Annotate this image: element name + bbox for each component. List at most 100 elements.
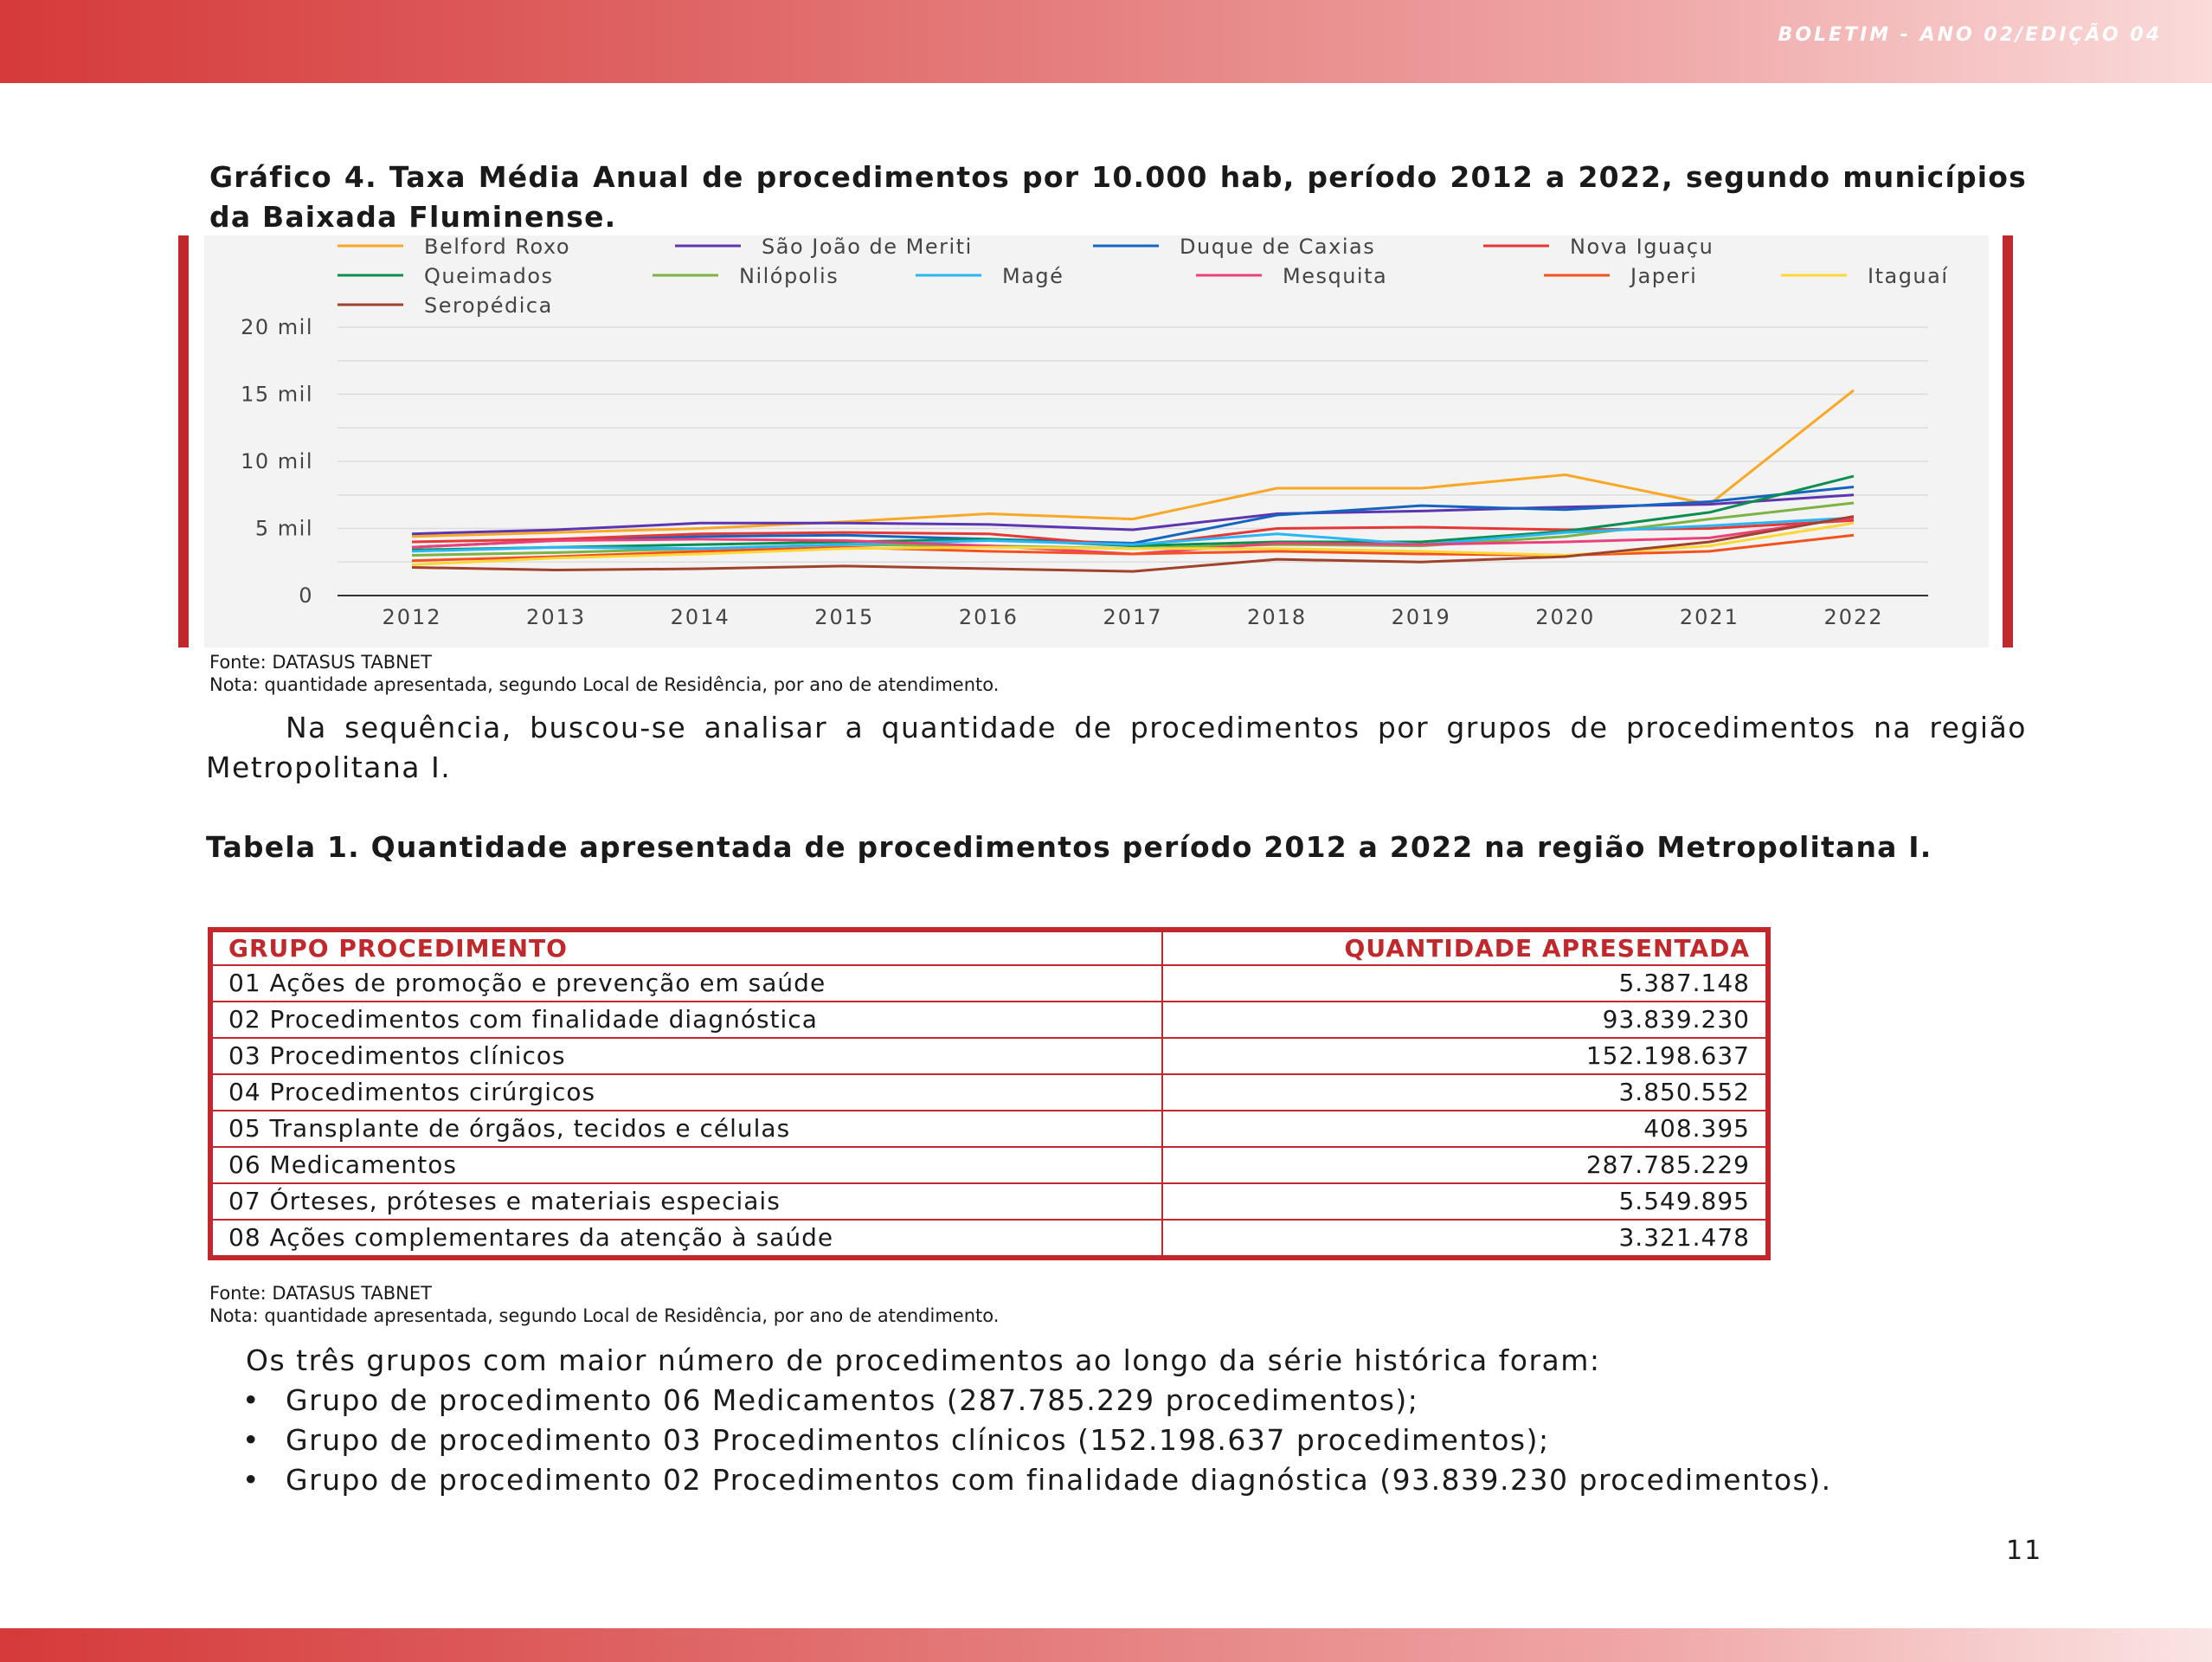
x-tick-label: 2012 bbox=[382, 605, 441, 629]
series-line bbox=[411, 389, 1855, 538]
quantity-cell: 408.395 bbox=[1161, 1110, 1769, 1148]
legend-item: Mesquita bbox=[1196, 264, 1387, 288]
legend-label: Japeri bbox=[1629, 264, 1697, 288]
x-tick-label: 2013 bbox=[526, 605, 586, 629]
group-cell: 08 Ações complementares da atenção à saú… bbox=[209, 1219, 1163, 1259]
quantity-cell: 93.839.230 bbox=[1161, 1001, 1769, 1039]
legend-label: São João de Meriti bbox=[762, 235, 973, 259]
legend-item: Japeri bbox=[1544, 264, 1697, 288]
x-tick-label: 2017 bbox=[1103, 605, 1162, 629]
series-line bbox=[411, 474, 1855, 551]
page-number: 11 bbox=[2006, 1536, 2043, 1566]
column-header-quantity: QUANTIDADE APRESENTADA bbox=[1161, 929, 1769, 966]
group-cell: 06 Medicamentos bbox=[209, 1146, 1163, 1184]
legend-item: Magé bbox=[916, 264, 1064, 288]
y-tick-label: 0 bbox=[299, 583, 313, 608]
legend-label: Duque de Caxias bbox=[1180, 235, 1375, 259]
table-header-row: GRUPO PROCEDIMENTO QUANTIDADE APRESENTAD… bbox=[209, 929, 1769, 966]
series-line bbox=[411, 533, 1855, 563]
legend-label: Nilópolis bbox=[739, 264, 839, 288]
x-tick-label: 2019 bbox=[1392, 605, 1451, 629]
table-row: 04 Procedimentos cirúrgicos 3.850.552 bbox=[209, 1073, 1769, 1111]
legend-item: Nova Iguaçu bbox=[1483, 235, 1714, 259]
legend-label: Nova Iguaçu bbox=[1570, 235, 1714, 259]
table-row: 05 Transplante de órgãos, tecidos e célu… bbox=[209, 1110, 1769, 1148]
bullet-icon: • bbox=[242, 1463, 260, 1497]
procedures-table: GRUPO PROCEDIMENTO QUANTIDADE APRESENTAD… bbox=[208, 927, 1771, 1260]
y-tick-label: 20 mil bbox=[241, 315, 313, 339]
table-caption: Tabela 1. Quantidade apresentada de proc… bbox=[206, 830, 1932, 864]
quantity-cell: 3.321.478 bbox=[1161, 1219, 1769, 1259]
list-item: • Grupo de procedimento 02 Procedimentos … bbox=[242, 1460, 2027, 1500]
table-source: Fonte: DATASUS TABNET bbox=[209, 1283, 432, 1304]
legend-label: Itaguaí bbox=[1868, 264, 1949, 288]
table-row: 06 Medicamentos 287.785.229 bbox=[209, 1146, 1769, 1184]
y-axis-labels: 0 5 mil 10 mil 15 mil 20 mil bbox=[241, 315, 313, 608]
x-tick-label: 2014 bbox=[671, 605, 730, 629]
chart-series-lines bbox=[411, 389, 1855, 573]
table-note: Nota: quantidade apresentada, segundo Lo… bbox=[209, 1305, 1000, 1326]
intro-paragraph: Na sequência, buscou-se analisar a quant… bbox=[206, 711, 2027, 784]
x-tick-label: 2016 bbox=[959, 605, 1019, 629]
footer-band bbox=[0, 1628, 2212, 1662]
table-row: 01 Ações de promoção e prevenção em saúd… bbox=[209, 964, 1769, 1002]
legend-item: São João de Meriti bbox=[675, 235, 973, 259]
bullet-icon: • bbox=[242, 1383, 260, 1417]
table-row: 02 Procedimentos com finalidade diagnóst… bbox=[209, 1001, 1769, 1039]
y-tick-label: 15 mil bbox=[241, 383, 313, 407]
column-header-group: GRUPO PROCEDIMENTO bbox=[209, 929, 1163, 966]
issue-label: BOLETIM - ANO 02/EDIÇÃO 04 bbox=[1778, 24, 2162, 46]
summary-list: • Grupo de procedimento 06 Medicamentos (… bbox=[242, 1381, 2027, 1500]
bullet-icon: • bbox=[242, 1423, 260, 1457]
table-row: 07 Órteses, próteses e materiais especia… bbox=[209, 1182, 1769, 1221]
quantity-cell: 3.850.552 bbox=[1161, 1073, 1769, 1111]
chart-right-border bbox=[2003, 235, 2013, 647]
line-chart: Belford Roxo São João de Meriti Duque de C… bbox=[241, 235, 1949, 629]
group-cell: 02 Procedimentos com finalidade diagnóst… bbox=[209, 1001, 1163, 1039]
group-cell: 07 Órteses, próteses e materiais especia… bbox=[209, 1182, 1163, 1221]
quantity-cell: 287.785.229 bbox=[1161, 1146, 1769, 1184]
x-tick-label: 2022 bbox=[1823, 605, 1883, 629]
legend-label: Mesquita bbox=[1283, 264, 1387, 288]
legend-item: Queimados bbox=[338, 264, 554, 288]
figure-caption: Gráfico 4. Taxa Média Anual de procedime… bbox=[209, 160, 2027, 234]
legend-label: Belford Roxo bbox=[424, 235, 570, 259]
legend-item: Itaguaí bbox=[1781, 264, 1949, 288]
quantity-cell: 152.198.637 bbox=[1161, 1037, 1769, 1075]
y-tick-label: 10 mil bbox=[241, 449, 313, 473]
quantity-cell: 5.387.148 bbox=[1161, 964, 1769, 1002]
chart-legend: Belford Roxo São João de Meriti Duque de C… bbox=[338, 235, 1949, 318]
y-tick-label: 5 mil bbox=[255, 517, 313, 541]
chart-left-border bbox=[178, 235, 189, 647]
group-cell: 01 Ações de promoção e prevenção em saúd… bbox=[209, 964, 1163, 1002]
legend-item: Seropédica bbox=[338, 293, 553, 318]
list-item: • Grupo de procedimento 03 Procedimentos … bbox=[242, 1420, 2027, 1460]
legend-label: Seropédica bbox=[424, 293, 553, 318]
list-item-text: Grupo de procedimento 02 Procedimentos c… bbox=[286, 1463, 1832, 1497]
header-band bbox=[0, 0, 2212, 83]
figure-note: Nota: quantidade apresentada, segundo Lo… bbox=[209, 674, 1000, 695]
list-item-text: Grupo de procedimento 06 Medicamentos (2… bbox=[286, 1383, 1419, 1417]
group-cell: 05 Transplante de órgãos, tecidos e célu… bbox=[209, 1110, 1163, 1148]
series-line bbox=[411, 485, 1855, 549]
series-line bbox=[411, 516, 1855, 553]
x-tick-label: 2015 bbox=[814, 605, 874, 629]
legend-item: Duque de Caxias bbox=[1093, 235, 1375, 259]
group-cell: 03 Procedimentos clínicos bbox=[209, 1037, 1163, 1075]
legend-item: Belford Roxo bbox=[338, 235, 570, 259]
x-tick-label: 2021 bbox=[1680, 605, 1739, 629]
legend-label: Magé bbox=[1002, 264, 1064, 288]
table-row: 03 Procedimentos clínicos 152.198.637 bbox=[209, 1037, 1769, 1075]
x-axis-labels: 2012 2013 2014 2015 2016 2017 2018 2019 2020 2021… bbox=[382, 605, 1883, 629]
series-line bbox=[411, 515, 1855, 573]
legend-label: Queimados bbox=[424, 264, 554, 288]
table-row: 08 Ações complementares da atenção à saú… bbox=[209, 1219, 1769, 1259]
x-tick-label: 2020 bbox=[1535, 605, 1595, 629]
group-cell: 04 Procedimentos cirúrgicos bbox=[209, 1073, 1163, 1111]
summary-intro: Os três grupos com maior número de proce… bbox=[246, 1343, 1601, 1377]
quantity-cell: 5.549.895 bbox=[1161, 1182, 1769, 1221]
x-tick-label: 2018 bbox=[1247, 605, 1307, 629]
chart-grid bbox=[338, 326, 1928, 596]
list-item-text: Grupo de procedimento 03 Procedimentos c… bbox=[286, 1423, 1550, 1457]
chart-panel: Belford Roxo São João de Meriti Duque de C… bbox=[204, 235, 1989, 647]
